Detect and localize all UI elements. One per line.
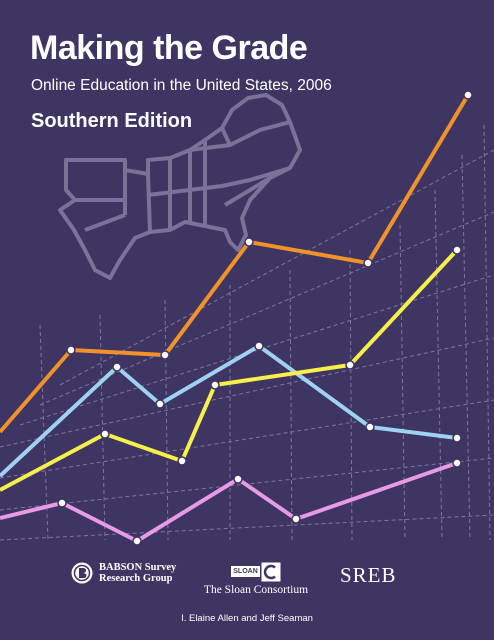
sloan-mark: SLOAN — [231, 562, 281, 582]
report-subtitle: Online Education in the United States, 2… — [31, 77, 332, 94]
sloan-consortium-logo: SLOAN The Sloan Consortium — [196, 560, 316, 597]
babson-logo: BABSON Survey Research Group — [70, 561, 176, 585]
babson-name-line2: Research Group — [99, 573, 173, 584]
babson-wordmark: BABSON Survey Research Group — [99, 562, 176, 584]
report-authors: I. Elaine Allen and Jeff Seaman — [181, 613, 313, 624]
sloan-consortium-name: The Sloan Consortium — [203, 583, 309, 596]
sreb-logo: SREB — [340, 563, 397, 587]
sloan-box-label: SLOAN — [231, 566, 260, 577]
report-title: Making the Grade — [30, 29, 308, 67]
blue-trend-line — [0, 341, 462, 478]
babson-seal-icon — [71, 562, 93, 584]
pink-trend-line — [0, 458, 462, 546]
babson-name-line1: BABSON Survey — [99, 562, 177, 573]
southern-states-map — [58, 93, 302, 280]
orange-trend-line — [0, 90, 473, 434]
yellow-trend-line — [0, 245, 462, 492]
edition-label: Southern Edition — [31, 110, 193, 132]
sloan-c-icon — [261, 562, 281, 581]
